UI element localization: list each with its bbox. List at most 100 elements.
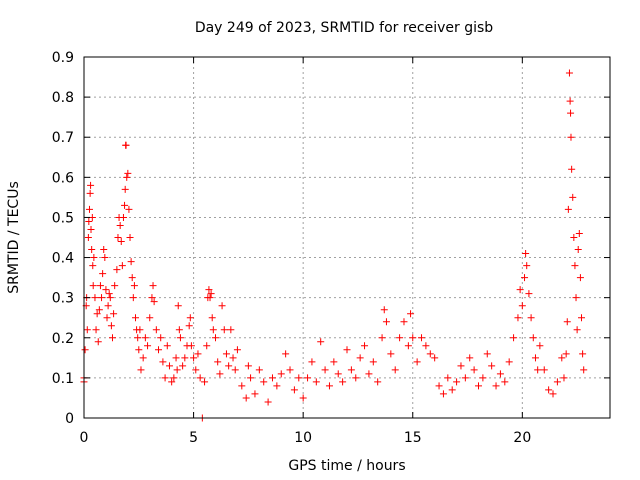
data-point [531,354,539,362]
data-point [209,326,217,334]
data-point [229,354,237,362]
data-point [233,346,241,354]
data-point [330,358,338,366]
data-point [382,318,390,326]
data-point [264,398,272,406]
data-point [347,366,355,374]
data-point [88,246,96,254]
data-point [435,382,443,390]
data-point [413,358,421,366]
data-point [286,366,294,374]
data-point [448,386,456,394]
data-point [192,366,200,374]
y-tick-label: 0.6 [52,170,74,186]
data-point [187,342,195,350]
data-point [155,346,163,354]
data-point [98,294,106,302]
data-point [173,366,181,374]
data-point [129,294,137,302]
data-point [564,205,572,213]
data-point [560,374,568,382]
data-point [299,394,307,402]
data-point [125,205,133,213]
data-point [466,354,474,362]
data-point [208,314,216,322]
data-point [574,246,582,254]
data-point [86,189,94,197]
data-point [104,302,112,310]
data-point [304,374,312,382]
data-point [220,326,228,334]
data-point [387,350,395,358]
data-point [218,302,226,310]
data-point [123,173,131,181]
data-point [268,374,276,382]
data-point [312,378,320,386]
data-point [244,362,252,370]
data-point [277,370,285,378]
data-point [418,334,426,342]
data-point [545,386,553,394]
data-point [527,314,535,322]
data-point [222,350,230,358]
data-point [118,262,126,270]
data-point [534,366,542,374]
data-point [161,374,169,382]
data-point [201,378,209,386]
data-point [168,378,176,386]
data-point [356,354,364,362]
data-point [149,282,157,290]
data-point [501,378,509,386]
y-axis-title: SRMTID / TECUs [6,181,22,294]
data-point [409,334,417,342]
data-point [170,374,178,382]
data-point [139,354,147,362]
x-tick-label: 5 [189,430,198,446]
data-point [216,370,224,378]
data-point [470,366,478,374]
data-point [563,318,571,326]
data-point [94,338,102,346]
data-point [190,354,198,362]
data-point [194,350,202,358]
data-point [81,346,89,354]
data-point [137,366,145,374]
data-point [396,334,404,342]
data-point [461,374,469,382]
data-point [273,382,281,390]
data-point [255,366,263,374]
data-point [134,334,142,342]
data-point [227,326,235,334]
data-point [566,97,574,105]
data-point [576,274,584,282]
data-point [110,310,118,318]
data-point [578,314,586,322]
data-point [339,378,347,386]
data-point [87,225,95,233]
data-point [103,314,111,322]
data-point [260,378,268,386]
data-point [510,334,518,342]
data-point [518,302,526,310]
data-point [290,386,298,394]
data-point [152,326,160,334]
data-point [516,286,524,294]
data-point [369,358,377,366]
data-point [144,342,152,350]
data-point [225,362,233,370]
data-point [343,346,351,354]
data-point [488,362,496,370]
data-point [404,342,412,350]
data-point [214,358,222,366]
data-point [121,201,129,209]
data-point [85,205,93,213]
data-point [121,185,129,193]
x-tick-label: 0 [80,430,89,446]
data-point [114,234,122,241]
data-point [570,234,578,241]
data-point [251,390,259,398]
data-point [295,374,303,382]
data-point [567,133,575,141]
data-point [361,342,369,350]
data-point [172,354,180,362]
